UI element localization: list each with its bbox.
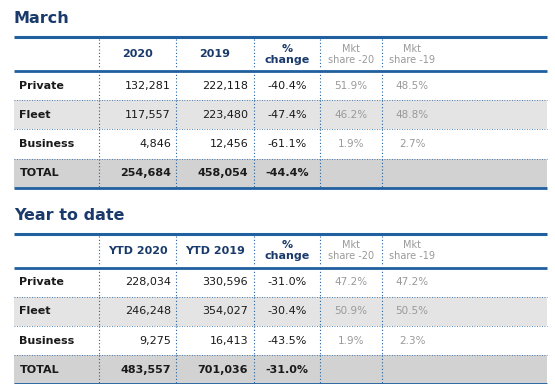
Text: -44.4%: -44.4% bbox=[265, 168, 309, 178]
Text: 222,118: 222,118 bbox=[202, 81, 248, 91]
Text: -47.4%: -47.4% bbox=[267, 110, 307, 120]
Text: %
change: % change bbox=[264, 44, 310, 65]
Text: 47.2%: 47.2% bbox=[334, 277, 367, 287]
Text: 12,456: 12,456 bbox=[209, 139, 248, 149]
Text: 223,480: 223,480 bbox=[202, 110, 248, 120]
Text: 50.9%: 50.9% bbox=[334, 306, 367, 316]
Text: -43.5%: -43.5% bbox=[268, 336, 306, 346]
Bar bbox=[14, 355, 547, 384]
Text: 48.5%: 48.5% bbox=[396, 81, 428, 91]
Text: 254,684: 254,684 bbox=[120, 168, 171, 178]
Bar bbox=[14, 159, 547, 188]
Text: Year to date: Year to date bbox=[14, 208, 124, 223]
Text: -61.1%: -61.1% bbox=[268, 139, 306, 149]
Text: 2.3%: 2.3% bbox=[399, 336, 425, 346]
Text: 1.9%: 1.9% bbox=[337, 139, 364, 149]
Text: 132,281: 132,281 bbox=[125, 81, 171, 91]
Text: 47.2%: 47.2% bbox=[396, 277, 428, 287]
Text: 9,275: 9,275 bbox=[139, 336, 171, 346]
Text: TOTAL: TOTAL bbox=[19, 365, 59, 375]
Text: -40.4%: -40.4% bbox=[267, 81, 307, 91]
Bar bbox=[14, 100, 547, 129]
Text: TOTAL: TOTAL bbox=[19, 168, 59, 178]
Text: 354,027: 354,027 bbox=[202, 306, 248, 316]
Text: -30.4%: -30.4% bbox=[268, 306, 306, 316]
Text: Private: Private bbox=[19, 81, 64, 91]
Text: 458,054: 458,054 bbox=[198, 168, 248, 178]
Text: 2019: 2019 bbox=[199, 49, 230, 59]
Text: Business: Business bbox=[19, 336, 75, 346]
Text: 117,557: 117,557 bbox=[125, 110, 171, 120]
Text: 246,248: 246,248 bbox=[125, 306, 171, 316]
Text: 2.7%: 2.7% bbox=[399, 139, 425, 149]
Text: Fleet: Fleet bbox=[19, 110, 51, 120]
Text: Mkt
share -19: Mkt share -19 bbox=[389, 240, 435, 261]
Text: Mkt
share -20: Mkt share -20 bbox=[328, 240, 374, 261]
Text: 4,846: 4,846 bbox=[139, 139, 171, 149]
Bar bbox=[14, 71, 547, 100]
Text: -31.0%: -31.0% bbox=[268, 277, 306, 287]
Text: %
change: % change bbox=[264, 240, 310, 261]
Text: Business: Business bbox=[19, 139, 75, 149]
Text: Mkt
share -19: Mkt share -19 bbox=[389, 44, 435, 65]
Bar bbox=[14, 129, 547, 159]
Text: Fleet: Fleet bbox=[19, 306, 51, 316]
Text: 2020: 2020 bbox=[122, 49, 153, 59]
Text: YTD 2019: YTD 2019 bbox=[185, 246, 245, 256]
Text: 51.9%: 51.9% bbox=[334, 81, 367, 91]
Text: 483,557: 483,557 bbox=[120, 365, 171, 375]
Bar bbox=[14, 326, 547, 355]
Text: 1.9%: 1.9% bbox=[337, 336, 364, 346]
Text: Mkt
share -20: Mkt share -20 bbox=[328, 44, 374, 65]
Text: March: March bbox=[14, 11, 69, 26]
Text: YTD 2020: YTD 2020 bbox=[108, 246, 168, 256]
Text: 46.2%: 46.2% bbox=[334, 110, 367, 120]
Text: 48.8%: 48.8% bbox=[396, 110, 428, 120]
Text: 701,036: 701,036 bbox=[198, 365, 248, 375]
Text: 228,034: 228,034 bbox=[125, 277, 171, 287]
Text: Private: Private bbox=[19, 277, 64, 287]
Text: 16,413: 16,413 bbox=[209, 336, 248, 346]
Text: 330,596: 330,596 bbox=[203, 277, 248, 287]
Text: -31.0%: -31.0% bbox=[265, 365, 309, 375]
Text: 50.5%: 50.5% bbox=[396, 306, 428, 316]
Bar bbox=[14, 297, 547, 326]
Bar bbox=[14, 268, 547, 297]
